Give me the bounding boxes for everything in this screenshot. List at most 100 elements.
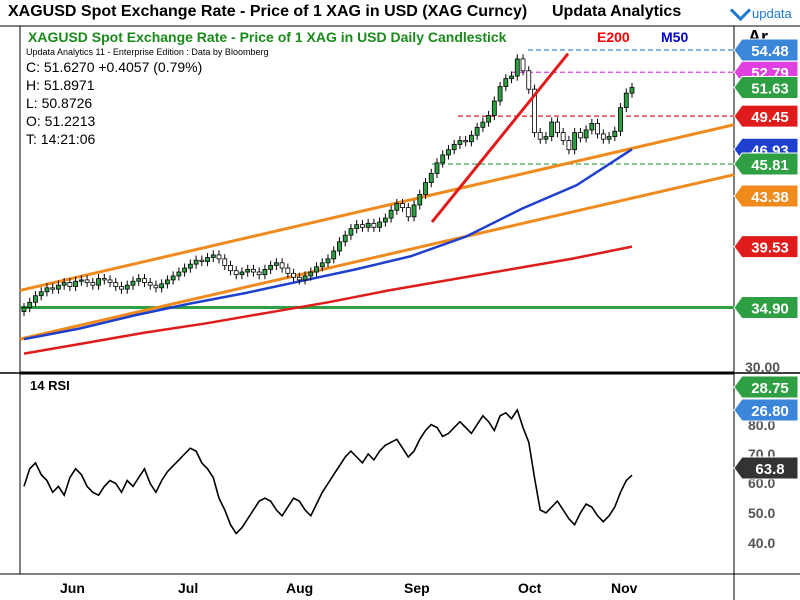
price-tag: 39.53 bbox=[733, 235, 799, 259]
trend-line bbox=[430, 52, 570, 223]
rsi-tag: 28.75 bbox=[733, 375, 799, 399]
candle-body bbox=[411, 204, 417, 218]
price-tag-label: 34.90 bbox=[751, 301, 789, 318]
candle-body bbox=[371, 222, 377, 228]
chart-title: XAGUSD Spot Exchange Rate - Price of 1 X… bbox=[28, 29, 507, 45]
price-tag: 34.90 bbox=[733, 296, 799, 320]
candle-body bbox=[497, 86, 503, 102]
candle-body bbox=[182, 267, 188, 273]
candle-body bbox=[245, 268, 251, 273]
candle-body bbox=[623, 92, 629, 109]
price-tag-label: 39.53 bbox=[751, 240, 789, 257]
price-tag-label: 49.45 bbox=[751, 109, 789, 126]
candle-body bbox=[251, 268, 256, 273]
price-axis-tick: 30.00 bbox=[745, 359, 780, 375]
candle-body bbox=[78, 279, 84, 282]
candle-body bbox=[84, 279, 90, 283]
rsi-tick-40: 40.0 bbox=[748, 535, 775, 551]
price-tag-shape bbox=[733, 235, 799, 259]
candle-body bbox=[618, 107, 623, 132]
candle-body bbox=[308, 271, 314, 277]
candle-body bbox=[480, 121, 486, 128]
candle-body bbox=[273, 262, 279, 266]
candle-body bbox=[199, 259, 205, 262]
candle-body bbox=[147, 282, 153, 286]
rsi-tick-50: 50.0 bbox=[748, 505, 775, 521]
price-tag-shape bbox=[733, 75, 799, 99]
candle-body bbox=[44, 287, 50, 293]
candle-body bbox=[555, 121, 560, 133]
candle-body bbox=[606, 136, 612, 140]
x-tick-jun: Jun bbox=[60, 580, 85, 596]
candle-body bbox=[526, 70, 532, 90]
candle-body bbox=[119, 286, 124, 290]
price-tag-shape bbox=[733, 296, 799, 320]
candle-body bbox=[262, 268, 268, 276]
candle-body bbox=[354, 224, 360, 230]
ohlc-low: L: 50.8726 bbox=[26, 95, 92, 111]
candle-body bbox=[113, 282, 119, 287]
candle-body bbox=[187, 263, 193, 269]
candle-body bbox=[302, 275, 308, 281]
candle-body bbox=[514, 58, 520, 77]
candle-body bbox=[101, 278, 107, 281]
price-tag: 54.48 bbox=[733, 38, 799, 62]
ohlc-time: T: 14:21:06 bbox=[26, 131, 95, 147]
logo-text: updata bbox=[752, 5, 792, 21]
price-tag-shape bbox=[733, 104, 799, 128]
candle-body bbox=[629, 87, 635, 94]
candle-body bbox=[285, 267, 291, 274]
rsi-tag-label: 26.80 bbox=[751, 403, 789, 420]
plot-layer bbox=[19, 49, 735, 535]
candle-body bbox=[239, 271, 245, 276]
candle-body bbox=[176, 271, 182, 277]
candle-body bbox=[405, 207, 411, 218]
candle-body bbox=[296, 276, 302, 281]
candle-body bbox=[21, 307, 27, 312]
price-tag: 43.38 bbox=[733, 184, 799, 208]
candle-body bbox=[589, 122, 595, 131]
candle-body bbox=[153, 284, 159, 289]
candle-body bbox=[90, 282, 96, 286]
candle-body bbox=[463, 140, 469, 143]
candle-body bbox=[577, 132, 583, 139]
candle-body bbox=[457, 140, 463, 145]
candle-body bbox=[210, 254, 216, 258]
candle-body bbox=[428, 172, 434, 183]
candle-body bbox=[130, 280, 136, 286]
candle-body bbox=[360, 224, 365, 228]
updata-logo: updata bbox=[729, 0, 797, 24]
x-tick-oct: Oct bbox=[518, 580, 542, 596]
price-tag-label: 51.63 bbox=[751, 80, 789, 97]
price-tag-shape bbox=[733, 184, 799, 208]
rsi-tag: 26.80 bbox=[733, 398, 799, 422]
candle-body bbox=[365, 222, 371, 228]
candle-body bbox=[342, 234, 348, 243]
price-tag: 49.45 bbox=[733, 104, 799, 128]
candle-body bbox=[572, 132, 578, 151]
rsi-tag-shape bbox=[733, 375, 799, 399]
candle-body bbox=[291, 272, 296, 278]
price-tag-shape bbox=[733, 152, 799, 176]
price-tag: 51.63 bbox=[733, 75, 799, 99]
candle-body bbox=[142, 278, 147, 283]
candle-body bbox=[233, 270, 239, 276]
channel-lower-line bbox=[19, 173, 735, 341]
candle-body bbox=[549, 121, 555, 137]
candle-body bbox=[61, 282, 67, 286]
candle-body bbox=[33, 295, 38, 303]
candle-body bbox=[423, 182, 428, 195]
header-bar: XAGUSD Spot Exchange Rate - Price of 1 X… bbox=[0, 0, 800, 26]
candle-body bbox=[394, 203, 400, 211]
x-tick-aug: Aug bbox=[286, 580, 313, 596]
candle-body bbox=[170, 275, 176, 281]
candle-body bbox=[440, 154, 446, 164]
candle-body bbox=[50, 287, 56, 290]
candle-body bbox=[468, 134, 474, 143]
candle-body bbox=[446, 149, 451, 156]
candle-body bbox=[543, 136, 549, 140]
candle-body bbox=[417, 194, 423, 206]
candle-body bbox=[520, 58, 526, 72]
candle-body bbox=[256, 271, 262, 276]
